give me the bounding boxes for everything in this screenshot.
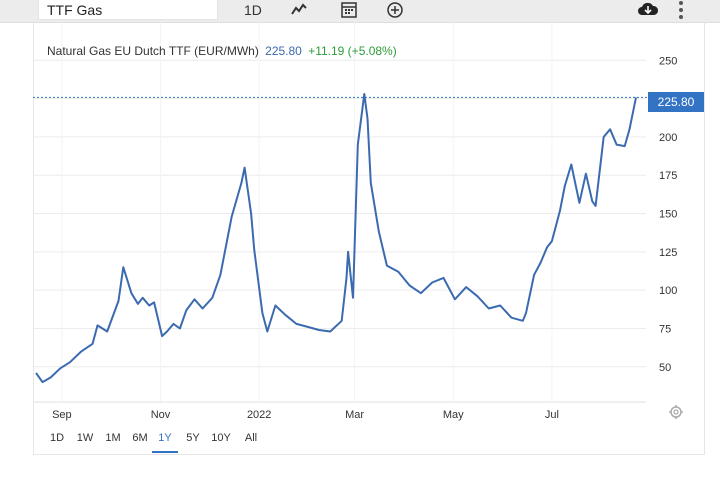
x-tick-label: Sep (52, 409, 72, 421)
y-tick-label: 250 (659, 55, 677, 67)
range-button-10y[interactable]: 10Y (211, 432, 231, 444)
range-button-1w[interactable]: 1W (76, 432, 94, 444)
y-tick-label: 50 (659, 362, 671, 374)
y-tick-label: 125 (659, 247, 677, 259)
y-tick-label: 200 (659, 132, 677, 144)
range-button-1y[interactable]: 1Y (152, 429, 178, 453)
chart-legend: Natural Gas EU Dutch TTF (EUR/MWh) 225.8… (47, 44, 397, 58)
y-tick-label: 150 (659, 209, 677, 221)
range-button-1m[interactable]: 1M (105, 432, 121, 444)
range-button-5y[interactable]: 5Y (186, 432, 200, 444)
line-chart-icon[interactable] (288, 0, 310, 20)
chart-toolbar: TTF Gas 1D (0, 0, 720, 23)
x-tick-label: Mar (345, 409, 364, 421)
range-button-1d[interactable]: 1D (49, 432, 65, 444)
chart-frame (33, 22, 705, 455)
legend-price: 225.80 (265, 44, 302, 58)
y-tick-label: 100 (659, 285, 677, 297)
settings-gear-icon[interactable] (669, 405, 683, 419)
cloud-download-icon[interactable] (637, 0, 659, 20)
last-price-tag: 225.80 (648, 92, 704, 112)
legend-change: +11.19 (+5.08%) (308, 44, 397, 58)
more-vertical-icon[interactable] (670, 0, 692, 20)
range-button-6m[interactable]: 6M (132, 432, 148, 444)
instrument-name: Natural Gas EU Dutch TTF (EUR/MWh) (47, 44, 259, 58)
symbol-search-input[interactable]: TTF Gas (38, 0, 218, 20)
y-tick-label: 75 (659, 323, 671, 335)
x-tick-label: 2022 (247, 409, 271, 421)
x-tick-label: Nov (151, 409, 171, 421)
x-tick-label: May (443, 409, 464, 421)
y-tick-label: 175 (659, 170, 677, 182)
plus-circle-icon[interactable] (384, 0, 406, 20)
range-button-all[interactable]: All (244, 432, 258, 444)
x-tick-label: Jul (545, 409, 559, 421)
calendar-icon[interactable] (338, 0, 360, 20)
price-series-line (35, 93, 637, 384)
period-selector-button[interactable]: 1D (244, 2, 262, 18)
